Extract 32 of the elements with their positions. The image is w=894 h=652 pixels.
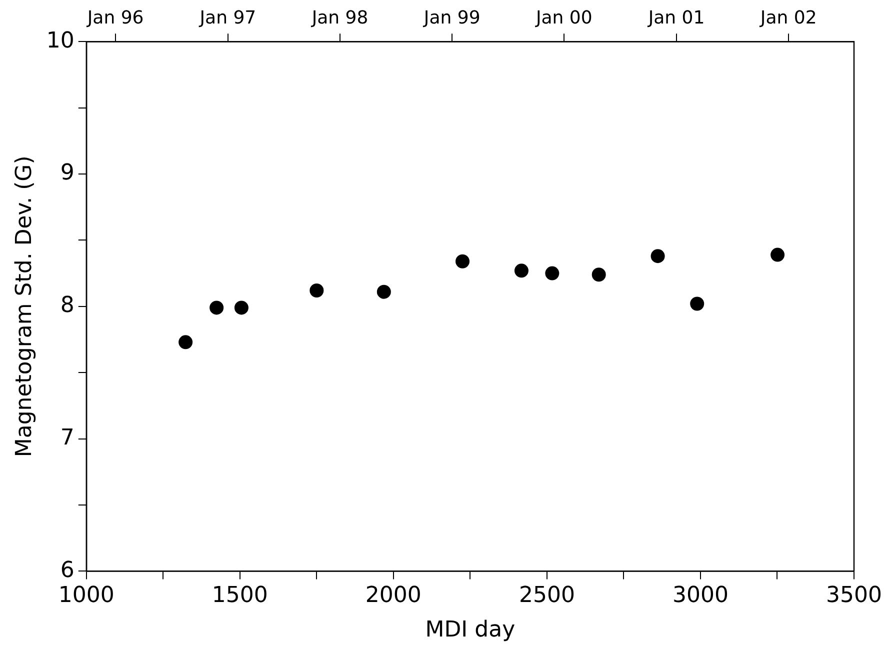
point	[376, 284, 391, 299]
x-tick-label: 1500	[212, 583, 268, 608]
x-axis-title: MDI day	[425, 618, 516, 643]
y-tick-label: 6	[60, 558, 74, 583]
y-tick-label: 10	[46, 28, 74, 54]
point	[690, 296, 704, 311]
x-tick-label: 2000	[365, 583, 422, 608]
y-tick-label: 7	[60, 426, 74, 451]
x2-tick-label: Jan 97	[198, 7, 256, 28]
x2-tick-label: Jan 01	[647, 7, 705, 28]
x2-tick-label: Jan 99	[422, 7, 480, 28]
point	[178, 335, 193, 350]
point	[310, 284, 324, 298]
x-tick-label: 3000	[672, 583, 728, 608]
point	[456, 254, 470, 268]
x-tick-label: 2500	[518, 583, 575, 608]
point	[234, 300, 248, 315]
point	[650, 249, 665, 264]
x2-tick-label: Jan 00	[534, 7, 592, 28]
y-tick-label: 9	[60, 160, 74, 186]
point	[592, 268, 606, 282]
x2-tick-label: Jan 02	[759, 7, 817, 28]
point	[210, 300, 224, 315]
x-tick-label: 3500	[826, 583, 882, 608]
point	[770, 248, 785, 262]
y-axis-title: Magnetogram Std. Dev. (G)	[12, 156, 37, 458]
x2-tick-label: Jan 98	[310, 7, 368, 28]
y-tick-label: 8	[60, 293, 74, 318]
point	[514, 264, 528, 278]
x-tick-label: 1000	[58, 583, 114, 608]
x2-tick-label: Jan 96	[86, 7, 144, 28]
point	[545, 266, 560, 280]
